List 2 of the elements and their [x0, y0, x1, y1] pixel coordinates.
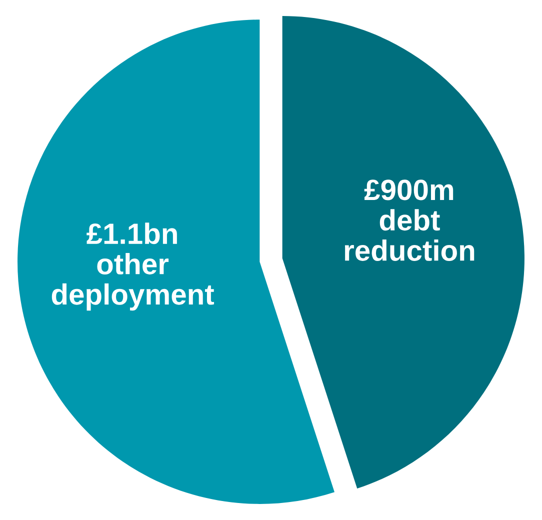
slice-label: £900m debt reduction — [344, 180, 474, 261]
slice-label: £1.1bn other deployment — [52, 222, 214, 311]
